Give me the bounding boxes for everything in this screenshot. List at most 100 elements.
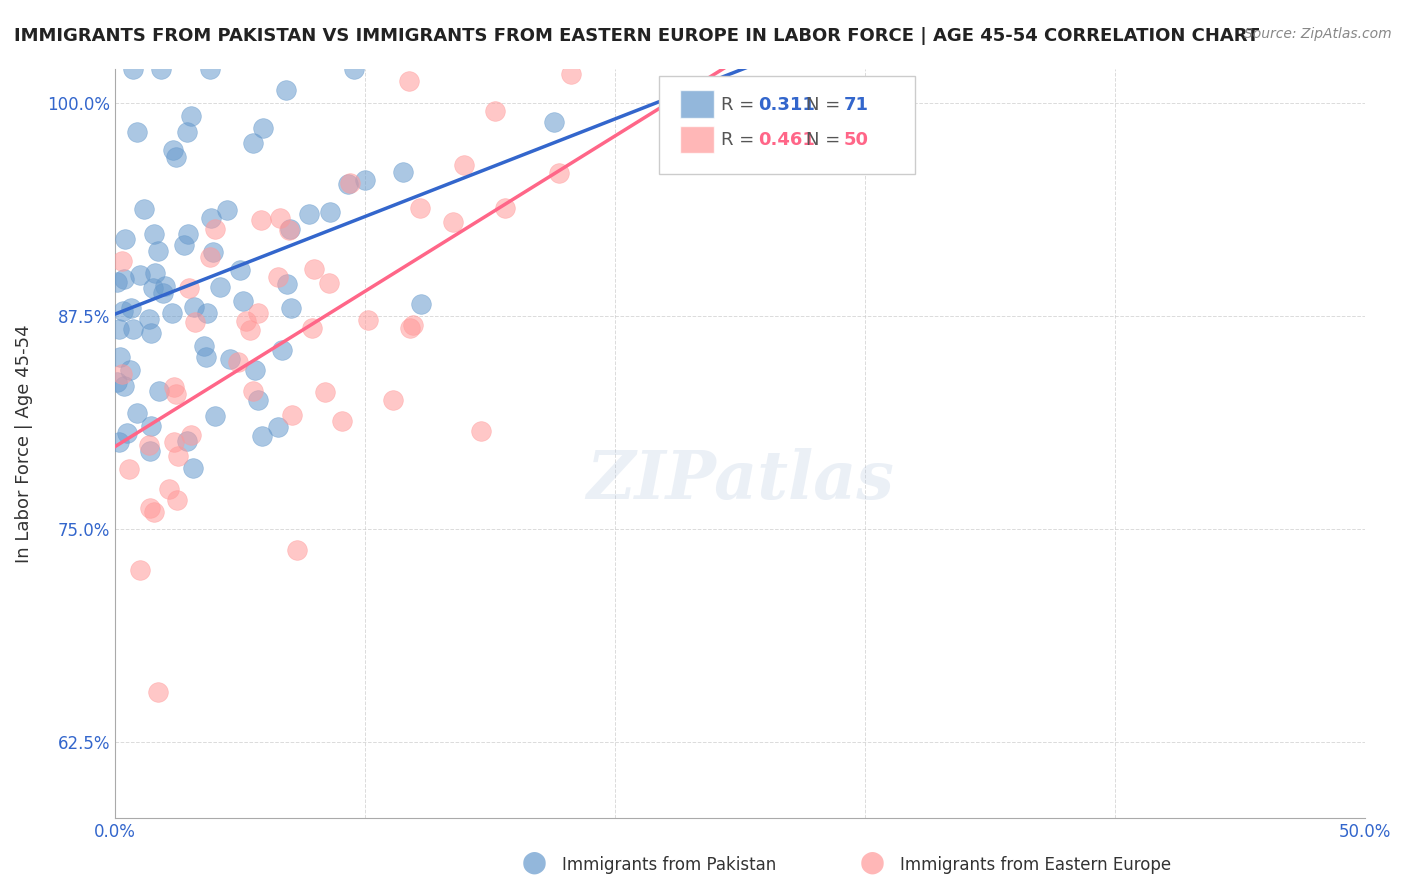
Point [139, 326, 162, 341]
Point [159, 482, 181, 496]
Point [115, 425, 138, 440]
Point [252, 120, 274, 135]
Point [177, 227, 200, 242]
Point [107, 322, 129, 336]
Point [118, 461, 141, 475]
Point [195, 305, 218, 319]
Point [112, 304, 135, 318]
Point [114, 232, 136, 246]
Point [166, 492, 188, 507]
Point [111, 254, 134, 268]
Point [139, 444, 162, 458]
Point [543, 114, 565, 128]
Point [267, 270, 290, 285]
Point [163, 434, 186, 449]
Point [143, 227, 166, 241]
Point [165, 150, 187, 164]
Point [484, 104, 506, 119]
Point [276, 277, 298, 291]
Point [702, 155, 724, 169]
Point [250, 213, 273, 227]
Point [132, 202, 155, 217]
Point [176, 434, 198, 448]
Point [339, 177, 361, 191]
Point [180, 109, 202, 123]
Text: N =: N = [806, 131, 841, 149]
Text: 50: 50 [844, 131, 869, 149]
Point [162, 143, 184, 157]
Text: Source: ZipAtlas.com: Source: ZipAtlas.com [1244, 27, 1392, 41]
Point [108, 351, 131, 365]
Point [143, 266, 166, 280]
Text: N =: N = [806, 95, 841, 113]
Point [162, 380, 184, 394]
Point [330, 414, 353, 428]
Text: Immigrants from Pakistan: Immigrants from Pakistan [562, 856, 776, 874]
Point [548, 166, 571, 180]
Point [470, 424, 492, 438]
Point [318, 277, 340, 291]
Point [204, 222, 226, 236]
Point [193, 339, 215, 353]
Point [112, 379, 135, 393]
Point [252, 428, 274, 442]
Point [200, 211, 222, 226]
Point [179, 281, 201, 295]
Text: 71: 71 [844, 95, 869, 113]
Point [194, 350, 217, 364]
Point [198, 250, 221, 264]
Point [278, 222, 301, 236]
Point [453, 158, 475, 172]
Point [353, 173, 375, 187]
Y-axis label: In Labor Force | Age 45-54: In Labor Force | Age 45-54 [15, 324, 32, 563]
FancyBboxPatch shape [679, 126, 713, 153]
Point [167, 449, 190, 463]
Point [122, 62, 145, 76]
Point [274, 83, 297, 97]
Point [242, 136, 264, 150]
Point [336, 177, 359, 191]
Point [409, 201, 432, 215]
Point [304, 261, 326, 276]
Point [232, 294, 254, 309]
Point [246, 392, 269, 407]
Point [285, 543, 308, 558]
Point [150, 62, 173, 76]
Point [138, 312, 160, 326]
Point [280, 301, 302, 315]
Point [319, 205, 342, 219]
Point [215, 202, 238, 217]
Point [141, 419, 163, 434]
Point [235, 314, 257, 328]
Point [180, 428, 202, 442]
Text: 0.461: 0.461 [758, 131, 815, 149]
Point [382, 393, 405, 408]
Point [399, 321, 422, 335]
Point [398, 74, 420, 88]
Point [143, 506, 166, 520]
Text: ZIPatlas: ZIPatlas [586, 449, 894, 514]
FancyBboxPatch shape [658, 76, 915, 174]
Point [121, 322, 143, 336]
Point [138, 437, 160, 451]
Point [271, 343, 294, 357]
Point [392, 165, 415, 179]
Point [402, 318, 425, 332]
Point [229, 262, 252, 277]
Point [183, 315, 205, 329]
Point [267, 420, 290, 434]
Point [165, 387, 187, 401]
Point [301, 320, 323, 334]
Point [125, 406, 148, 420]
Point [105, 376, 128, 390]
Point [204, 409, 226, 423]
Point [298, 207, 321, 221]
Text: ⬤: ⬤ [522, 852, 547, 874]
Point [411, 296, 433, 310]
Point [148, 384, 170, 398]
Point [269, 211, 291, 226]
Point [146, 244, 169, 259]
Point [239, 323, 262, 337]
Point [120, 301, 142, 315]
Text: R =: R = [721, 95, 754, 113]
